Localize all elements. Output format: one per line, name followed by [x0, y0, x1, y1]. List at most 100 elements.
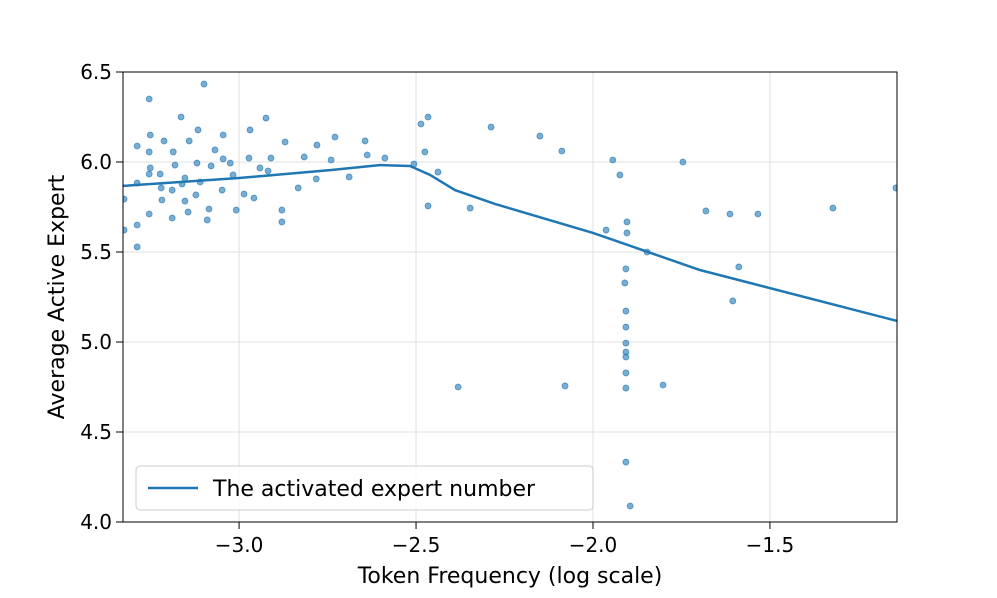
scatter-point	[218, 186, 226, 194]
scatter-point	[145, 170, 153, 178]
scatter-point	[278, 218, 286, 226]
scatter-point	[892, 184, 897, 192]
scatter-point	[421, 148, 429, 156]
scatter-point	[313, 141, 321, 149]
plot-frame	[122, 71, 898, 523]
scatter-point	[331, 133, 339, 141]
scatter-point	[294, 184, 302, 192]
scatter-point	[361, 137, 369, 145]
scatter-point	[133, 142, 141, 150]
scatter-point	[621, 279, 629, 287]
scatter-point	[169, 148, 177, 156]
scatter-point	[622, 458, 630, 466]
scatter-point	[185, 137, 193, 145]
scatter-point	[558, 147, 566, 155]
scatter-point	[264, 167, 272, 175]
x-axis-label: Token Frequency (log scale)	[357, 564, 663, 589]
scatter-point	[345, 173, 353, 181]
plot-area	[123, 80, 897, 510]
scatter-point	[146, 131, 154, 139]
scatter-point	[381, 154, 389, 162]
scatter-point	[133, 243, 141, 251]
scatter-point	[145, 148, 153, 156]
scatter-point	[363, 151, 371, 159]
scatter-point	[702, 207, 710, 215]
scatter-point	[146, 164, 154, 172]
scatter-point	[177, 113, 185, 121]
scatter-point	[454, 383, 462, 391]
scatter-point	[622, 265, 630, 273]
scatter-point	[622, 323, 630, 331]
scatter-point	[194, 126, 202, 134]
scatter-point	[181, 197, 189, 205]
y-axis-label: Average Active Expert	[45, 174, 70, 419]
scatter-point	[487, 123, 495, 131]
scatter-point	[327, 156, 335, 164]
scatter-point	[232, 206, 240, 214]
scatter-point	[312, 175, 320, 183]
scatter-point	[754, 210, 762, 218]
scatter-point	[171, 161, 179, 169]
scatter-point	[205, 205, 213, 213]
scatter-point	[123, 226, 128, 234]
scatter-point	[561, 382, 569, 390]
scatter-point	[434, 168, 442, 176]
scatter-point	[192, 191, 200, 199]
scatter-point	[726, 210, 734, 218]
scatter-point	[623, 218, 631, 226]
y-tick-label: 5.5	[80, 240, 112, 264]
scatter-point	[160, 137, 168, 145]
scatter-point	[829, 204, 837, 212]
scatter-point	[659, 381, 667, 389]
scatter-point	[145, 210, 153, 218]
scatter-point	[424, 202, 432, 210]
scatter-point	[158, 196, 166, 204]
x-tick-label: −1.5	[746, 533, 795, 557]
scatter-point	[133, 221, 141, 229]
y-tick-label: 5.0	[80, 330, 112, 354]
scatter-point	[246, 126, 254, 134]
scatter-point	[123, 195, 128, 203]
scatter-point	[616, 171, 624, 179]
x-tick-label: −2.0	[569, 533, 618, 557]
scatter-point	[622, 353, 630, 361]
scatter-point	[281, 138, 289, 146]
scatter-point	[256, 164, 264, 172]
scatter-point	[729, 297, 737, 305]
scatter-point	[622, 384, 630, 392]
scatter-point	[466, 204, 474, 212]
scatter-point	[219, 155, 227, 163]
scatter-point	[211, 146, 219, 154]
scatter-point	[679, 158, 687, 166]
legend-box	[135, 465, 594, 511]
scatter-point	[622, 339, 630, 347]
line	[123, 163, 897, 323]
scatter-point	[219, 131, 227, 139]
scatter-point	[735, 263, 743, 271]
scatter-point	[168, 214, 176, 222]
legend-label: The activated expert number	[212, 477, 536, 502]
scatter-point	[145, 95, 153, 103]
scatter-point	[181, 174, 189, 182]
scatter-point	[278, 206, 286, 214]
scatter-point	[193, 159, 201, 167]
scatter-point	[609, 156, 617, 164]
x-tick-label: −2.5	[392, 533, 441, 557]
scatter-point	[622, 369, 630, 377]
scatter-point	[226, 159, 234, 167]
scatter-point	[245, 154, 253, 162]
scatter-point	[626, 502, 634, 510]
scatter-point	[602, 226, 610, 234]
y-tick-label: 4.0	[80, 510, 112, 534]
y-tick-label: 6.5	[80, 60, 112, 84]
scatter-point	[417, 120, 425, 128]
scatter-point	[203, 216, 211, 224]
scatter-point	[424, 113, 432, 121]
scatter-point	[622, 307, 630, 315]
scatter-point	[250, 194, 258, 202]
y-tick-label: 4.5	[80, 420, 112, 444]
scatter-point	[168, 186, 176, 194]
scatter-point	[207, 162, 215, 170]
scatter-point	[157, 184, 165, 192]
